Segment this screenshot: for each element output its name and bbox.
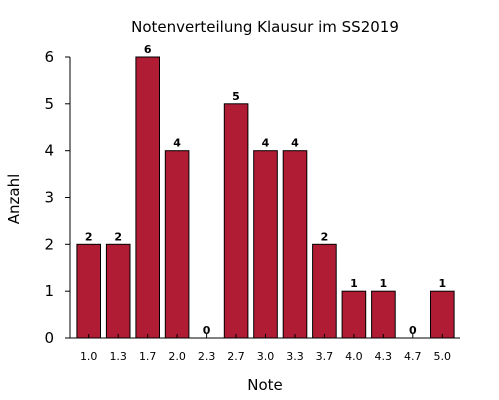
data-label-1.3: 2 — [114, 230, 122, 243]
data-label-4.0: 1 — [350, 277, 358, 290]
bar-1.0 — [76, 243, 102, 339]
x-axis-ticks: 1.0 1.3 1.7 2.0 2.3 2.7 3.0 3.3 3.7 4.0 4.3 4.7 5.0 — [80, 334, 451, 363]
bar-3.0 — [253, 150, 278, 339]
x-tick-label-1.0: 1.0 — [80, 350, 98, 363]
data-label-3.7: 2 — [321, 230, 329, 243]
y-tick-label-0: 0 — [44, 329, 54, 347]
x-tick-label-2.0: 2.0 — [168, 350, 186, 363]
x-tick-label-1.7: 1.7 — [139, 350, 157, 363]
x-tick-label-4.0: 4.0 — [345, 350, 363, 363]
x-tick-label-3.3: 3.3 — [286, 350, 304, 363]
bar-3.7 — [312, 243, 337, 339]
data-label-1.7: 6 — [144, 43, 152, 56]
chart-title: Notenverteilung Klausur im SS2019 — [131, 18, 399, 36]
x-tick-label-4.3: 4.3 — [375, 350, 393, 363]
y-tick-label-2: 2 — [44, 235, 54, 253]
bar-2.0 — [164, 150, 190, 339]
bar-2.7 — [223, 103, 249, 339]
bars-layer — [76, 56, 455, 339]
x-tick-label-3.7: 3.7 — [316, 350, 334, 363]
y-tick-label-3: 3 — [44, 189, 54, 207]
y-tick-label-5: 5 — [44, 95, 54, 113]
x-axis-label: Note — [247, 376, 283, 394]
x-tick-label-4.7: 4.7 — [404, 350, 422, 363]
data-label-4.7: 0 — [409, 324, 417, 337]
axes-frame — [69, 57, 460, 339]
y-axis-label: Anzahl — [5, 174, 23, 225]
data-labels-layer: 2 2 6 4 0 5 4 4 2 1 1 0 1 — [85, 43, 446, 337]
x-tick-label-1.3: 1.3 — [109, 350, 127, 363]
bar-3.3 — [282, 150, 308, 339]
x-tick-label-2.7: 2.7 — [227, 350, 245, 363]
data-label-3.0: 4 — [262, 137, 270, 150]
bar-1.7 — [135, 56, 160, 339]
data-label-2.0: 4 — [173, 137, 181, 150]
x-tick-label-5.0: 5.0 — [434, 350, 452, 363]
x-tick-label-3.0: 3.0 — [257, 350, 275, 363]
data-label-2.3: 0 — [203, 324, 211, 337]
bar-5.0 — [430, 290, 455, 339]
data-label-5.0: 1 — [438, 277, 446, 290]
bar-1.3 — [105, 243, 131, 339]
data-label-3.3: 4 — [291, 137, 299, 150]
y-tick-label-6: 6 — [44, 48, 54, 66]
x-tick-label-2.3: 2.3 — [198, 350, 216, 363]
y-tick-label-4: 4 — [44, 142, 54, 160]
y-axis-ticks: 0 1 2 3 4 5 6 — [44, 48, 70, 347]
bar-4.0 — [341, 290, 367, 339]
data-label-2.7: 5 — [232, 90, 240, 103]
bar-4.3 — [371, 290, 396, 339]
y-tick-label-1: 1 — [44, 282, 54, 300]
data-label-4.3: 1 — [379, 277, 387, 290]
data-label-1.0: 2 — [85, 230, 93, 243]
